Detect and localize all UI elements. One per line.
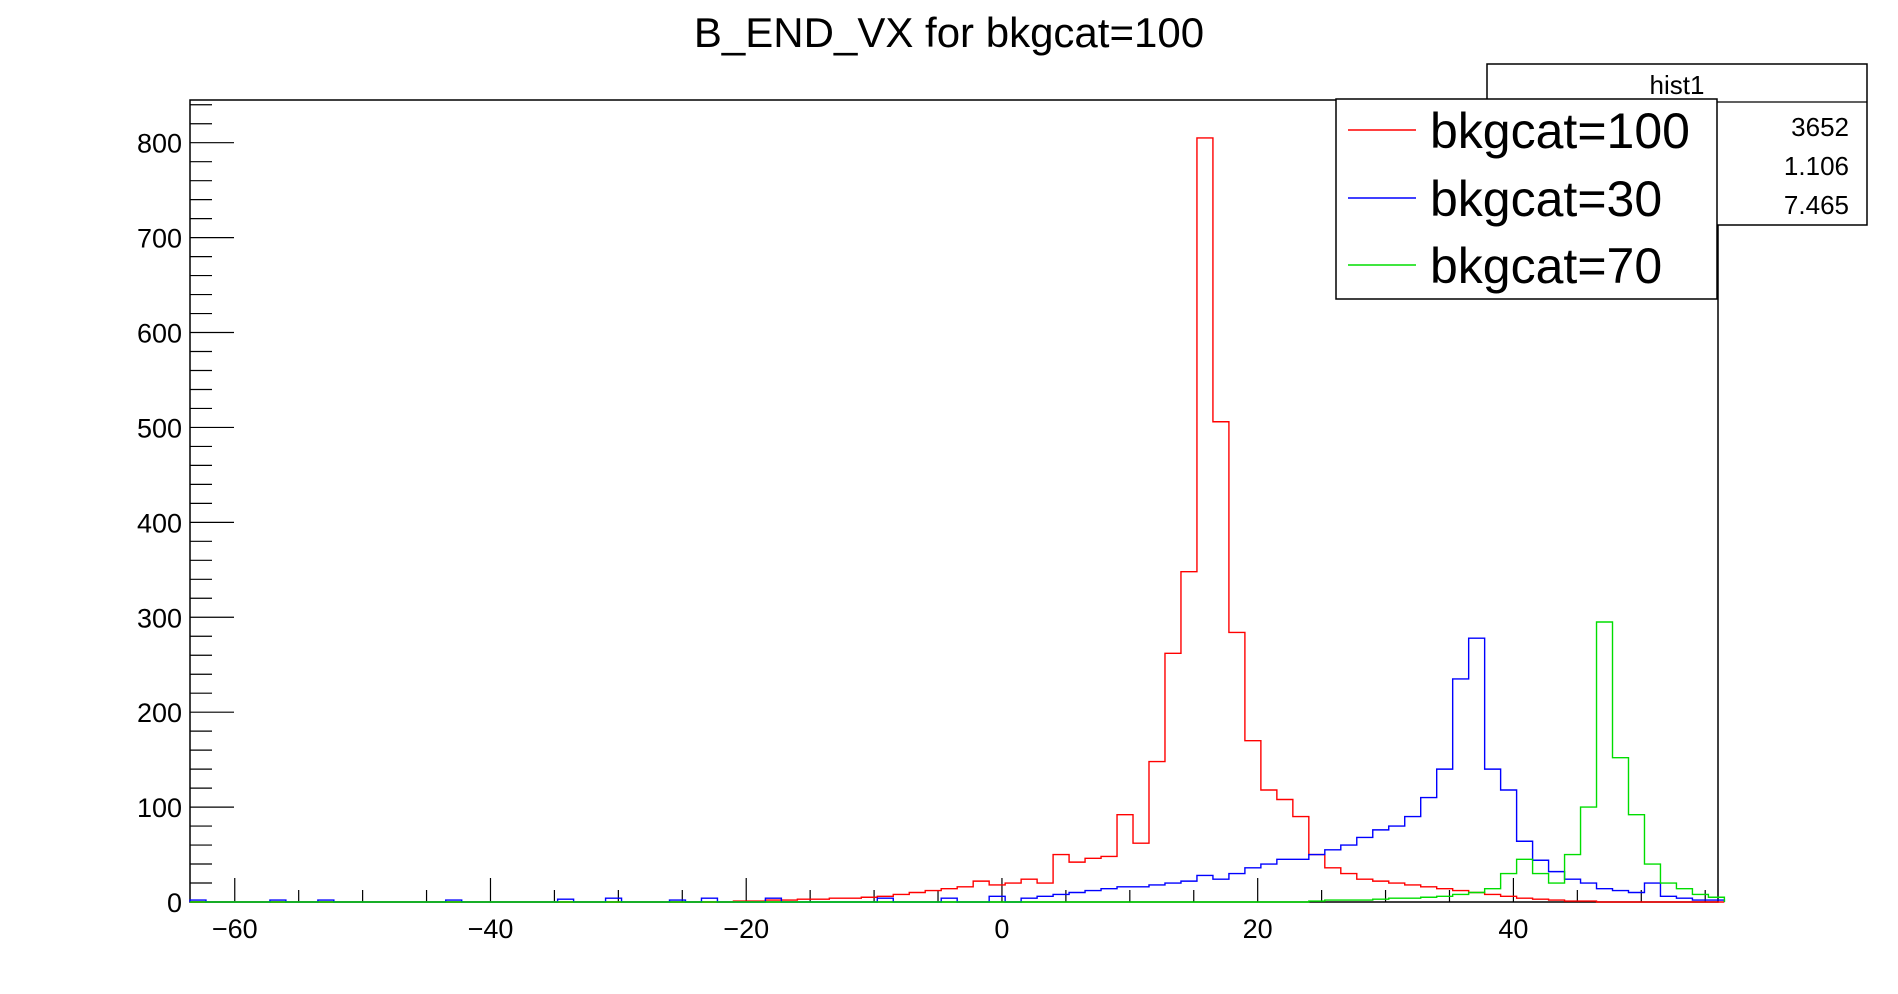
x-tick-label: −20 [723,914,769,944]
y-tick-label: 400 [137,508,182,538]
stats-stddev-value: 7.465 [1784,190,1849,220]
y-tick-label: 700 [137,224,182,254]
x-tick-label: −40 [468,914,514,944]
y-tick-label: 500 [137,413,182,443]
x-tick-label: 20 [1243,914,1273,944]
legend-label-bkgcat-100: bkgcat=100 [1430,103,1690,159]
series-layer [189,137,1726,903]
stats-box-title: hist1 [1650,70,1705,100]
legend-label-bkgcat-70: bkgcat=70 [1430,238,1662,294]
stats-mean-value: 1.106 [1784,151,1849,181]
x-tick-label: 0 [994,914,1009,944]
chart-title: B_END_VX for bkgcat=100 [694,9,1204,56]
x-axis: −60 −40 −20 0 20 40 [212,878,1706,944]
legend-label-bkgcat-30: bkgcat=30 [1430,171,1662,227]
legend: bkgcat=100 bkgcat=30 bkgcat=70 [1335,98,1718,300]
y-tick-label: 0 [167,888,182,918]
x-tick-label: 40 [1498,914,1528,944]
x-tick-label: −60 [212,914,258,944]
y-tick-label: 200 [137,698,182,728]
y-tick-label: 300 [137,603,182,633]
y-tick-label: 600 [137,319,182,349]
y-tick-label: 100 [137,793,182,823]
series-bkgcat-70-line [190,621,1726,903]
y-tick-label: 800 [137,129,182,159]
stats-entries-value: 3652 [1791,112,1849,142]
